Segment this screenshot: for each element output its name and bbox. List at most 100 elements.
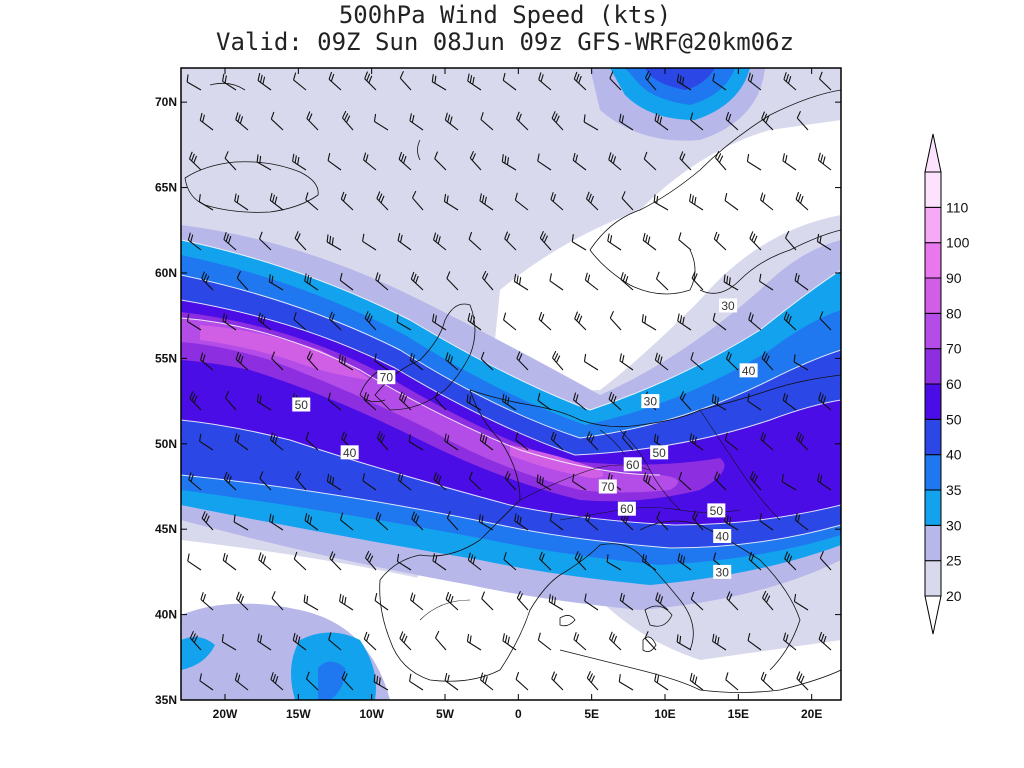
wind-barb: [396, 553, 412, 571]
wind-barb: [469, 150, 482, 171]
wind-barb: [690, 352, 704, 371]
wind-barb: [819, 311, 832, 331]
wind-barb: [760, 671, 774, 691]
wind-barb: [549, 512, 564, 531]
wind-barb: [189, 630, 202, 651]
wind-barb: [187, 232, 202, 251]
contour-label: 60: [623, 457, 642, 472]
wind-barb: [514, 513, 529, 531]
wind-barb: [712, 312, 727, 331]
wind-barb: [235, 351, 249, 371]
wind-barb: [303, 594, 319, 611]
map-axes: 20W 15W 10W 5W 0 5E 10E 15E 20E 70N 65N 60N 55N 50N 45…: [155, 68, 841, 721]
wind-barb: [236, 270, 249, 291]
contour-label: 40: [739, 363, 758, 378]
wind-barb: [328, 71, 342, 91]
wind-barb: [188, 472, 202, 491]
wind-barb: [329, 551, 342, 571]
wind-barb: [235, 112, 249, 131]
wind-barb: [796, 671, 809, 691]
wind-barb: [374, 353, 389, 371]
wind-barb: [795, 431, 809, 451]
lon-tick-label: 20E: [801, 707, 822, 721]
colorbar-swatch: [924, 560, 942, 597]
wind-barb: [782, 153, 797, 171]
wind-barb: [409, 352, 424, 371]
colorbar-label: 110: [946, 199, 969, 215]
colorbar: 20 25 30 35 40 50 60 70 80 90 100 110: [924, 133, 970, 635]
wind-barb: [552, 350, 564, 371]
wind-barb: [341, 671, 354, 691]
wind-barb: [817, 473, 832, 491]
wind-barb: [515, 671, 529, 691]
colorbar-label: 20: [946, 588, 962, 604]
colorbar-max-arrow: [924, 133, 942, 173]
wind-barb: [258, 552, 272, 571]
wind-barb: [551, 671, 564, 691]
wind-barb: [783, 311, 797, 331]
wind-barb: [583, 353, 599, 371]
svg-text:50: 50: [295, 398, 309, 412]
wind-barb: [342, 110, 354, 131]
wind-barb: [257, 633, 272, 651]
contour-label: 70: [598, 479, 617, 494]
wind-barb: [760, 432, 774, 451]
wind-barb: [715, 150, 727, 171]
wind-barb: [326, 234, 342, 251]
wind-barb: [256, 154, 272, 171]
wind-barb: [724, 432, 739, 451]
wind-barb: [513, 273, 529, 291]
wind-barb: [478, 514, 494, 531]
wind-barb: [677, 553, 692, 571]
wind-barb: [725, 672, 739, 691]
wind-barb: [783, 72, 797, 91]
wind-barb: [256, 393, 272, 411]
wind-barb: [692, 510, 704, 531]
wind-barb: [573, 71, 587, 91]
wind-barb: [435, 630, 447, 651]
svg-text:30: 30: [716, 565, 730, 579]
lon-tick-label: 0: [515, 707, 522, 721]
map-title: 500hPa Wind Speed (kts) Valid: 09Z Sun 0…: [0, 2, 1010, 56]
wind-barb: [607, 233, 622, 251]
colorbar-swatch: [924, 489, 942, 526]
wind-barb: [293, 551, 307, 571]
lon-tick-label: 5W: [436, 707, 455, 721]
wind-barb: [586, 431, 599, 451]
wind-barb: [328, 311, 342, 331]
wind-barb: [783, 632, 797, 651]
wind-barb: [747, 72, 762, 91]
wind-barb: [270, 432, 284, 451]
wind-barb: [785, 230, 797, 251]
wind-barb: [468, 471, 482, 491]
wind-barb: [678, 471, 692, 491]
wind-barb: [433, 232, 447, 251]
wind-barb: [271, 351, 284, 371]
wind-barb: [233, 514, 249, 531]
svg-text:30: 30: [721, 299, 735, 313]
wind-barb: [574, 551, 587, 571]
colorbar-swatch: [924, 277, 942, 314]
wind-barb: [608, 631, 622, 651]
wind-barb: [396, 314, 412, 331]
wind-barb: [365, 550, 377, 571]
wind-barb: [258, 231, 272, 251]
wind-barb: [572, 152, 587, 171]
wind-barb: [188, 151, 202, 171]
contour-label: 70: [377, 370, 396, 385]
title-line-2: Valid: 09Z Sun 08Jun 09z GFS-WRF@20km06z: [216, 28, 794, 56]
wind-barb: [620, 272, 634, 291]
wind-barb: [655, 271, 669, 291]
wind-barb: [551, 111, 564, 131]
svg-text:60: 60: [620, 502, 634, 516]
svg-text:30: 30: [644, 395, 658, 409]
wind-barb: [467, 552, 482, 571]
wind-barb: [259, 471, 272, 491]
svg-text:50: 50: [652, 446, 666, 460]
wind-barb: [621, 191, 634, 211]
wind-barb: [537, 393, 552, 411]
lat-tick-label: 35N: [155, 693, 177, 707]
wind-barb: [186, 74, 202, 91]
wind-barb: [293, 312, 307, 331]
